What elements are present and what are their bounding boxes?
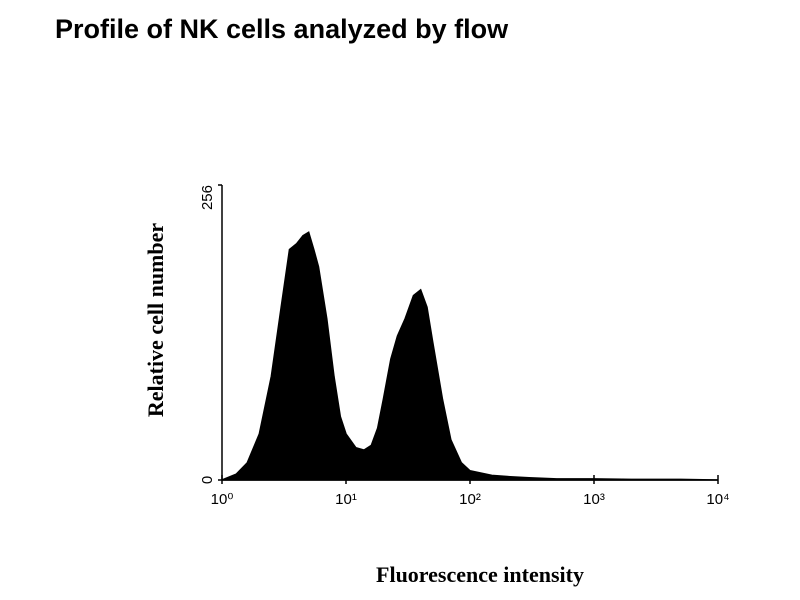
- x-tick-label: 10⁴: [706, 491, 729, 508]
- x-tick-label: 10⁰: [211, 491, 234, 508]
- x-axis-label: Fluorescence intensity: [376, 562, 584, 587]
- y-tick-label: 0: [199, 476, 216, 484]
- y-tick-label: 256: [199, 185, 216, 210]
- x-tick-label: 10³: [583, 491, 605, 508]
- histogram-area: [221, 231, 719, 481]
- x-tick-label: 10²: [459, 491, 481, 508]
- chart-title: Profile of NK cells analyzed by flow: [55, 14, 509, 44]
- y-axis-label: Relative cell number: [143, 223, 168, 418]
- x-tick-label: 10¹: [335, 491, 357, 508]
